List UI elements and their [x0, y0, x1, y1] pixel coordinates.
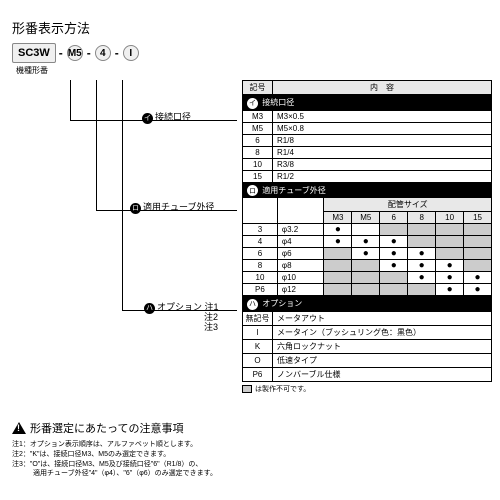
- table1: イ 接続口径 M3M3×0.5M5M5×0.86R1/88R1/410R3/81…: [242, 95, 492, 183]
- header-table: 記号内 容: [242, 80, 492, 95]
- page-title: 形番表示方法: [12, 18, 488, 37]
- model-p2: 4: [95, 45, 111, 61]
- legend: は製作不可です。: [242, 384, 492, 394]
- model-p1: M5: [67, 45, 83, 61]
- dash: -: [115, 46, 119, 60]
- diagram: イ接続口径 ロ適用チューブ外径 ハオプション 注1 注2 注3 記号内 容 イ …: [12, 80, 488, 370]
- tables: 記号内 容 イ 接続口径 M3M3×0.5M5M5×0.86R1/88R1/41…: [242, 80, 492, 394]
- table2: ロ 適用チューブ外径 配管サイズ M3M5681015 3φ3.2●4φ4●●●…: [242, 183, 492, 297]
- model-row: SC3W - M5 - 4 - I: [12, 43, 488, 63]
- warning-icon: [12, 422, 26, 434]
- warning-header: 形番選定にあたっての注意事項: [12, 420, 488, 436]
- notes: 注1：オプション表示順序は、アルファベット順とします。注2："K"は、接続口径M…: [12, 440, 488, 479]
- model-base: SC3W: [12, 43, 56, 63]
- line2-label: ロ適用チューブ外径: [130, 200, 214, 214]
- base-label: 機種形番: [16, 65, 488, 76]
- line1-label: イ接続口径: [142, 110, 191, 124]
- dash: -: [87, 46, 91, 60]
- table3: ハ オプション 無記号メータアウトIメータイン（ブッシュリング色：黒色）K六角ロ…: [242, 296, 492, 382]
- line3-sub2: 注3: [204, 320, 218, 333]
- model-p3: I: [123, 45, 139, 61]
- dash: -: [59, 46, 63, 60]
